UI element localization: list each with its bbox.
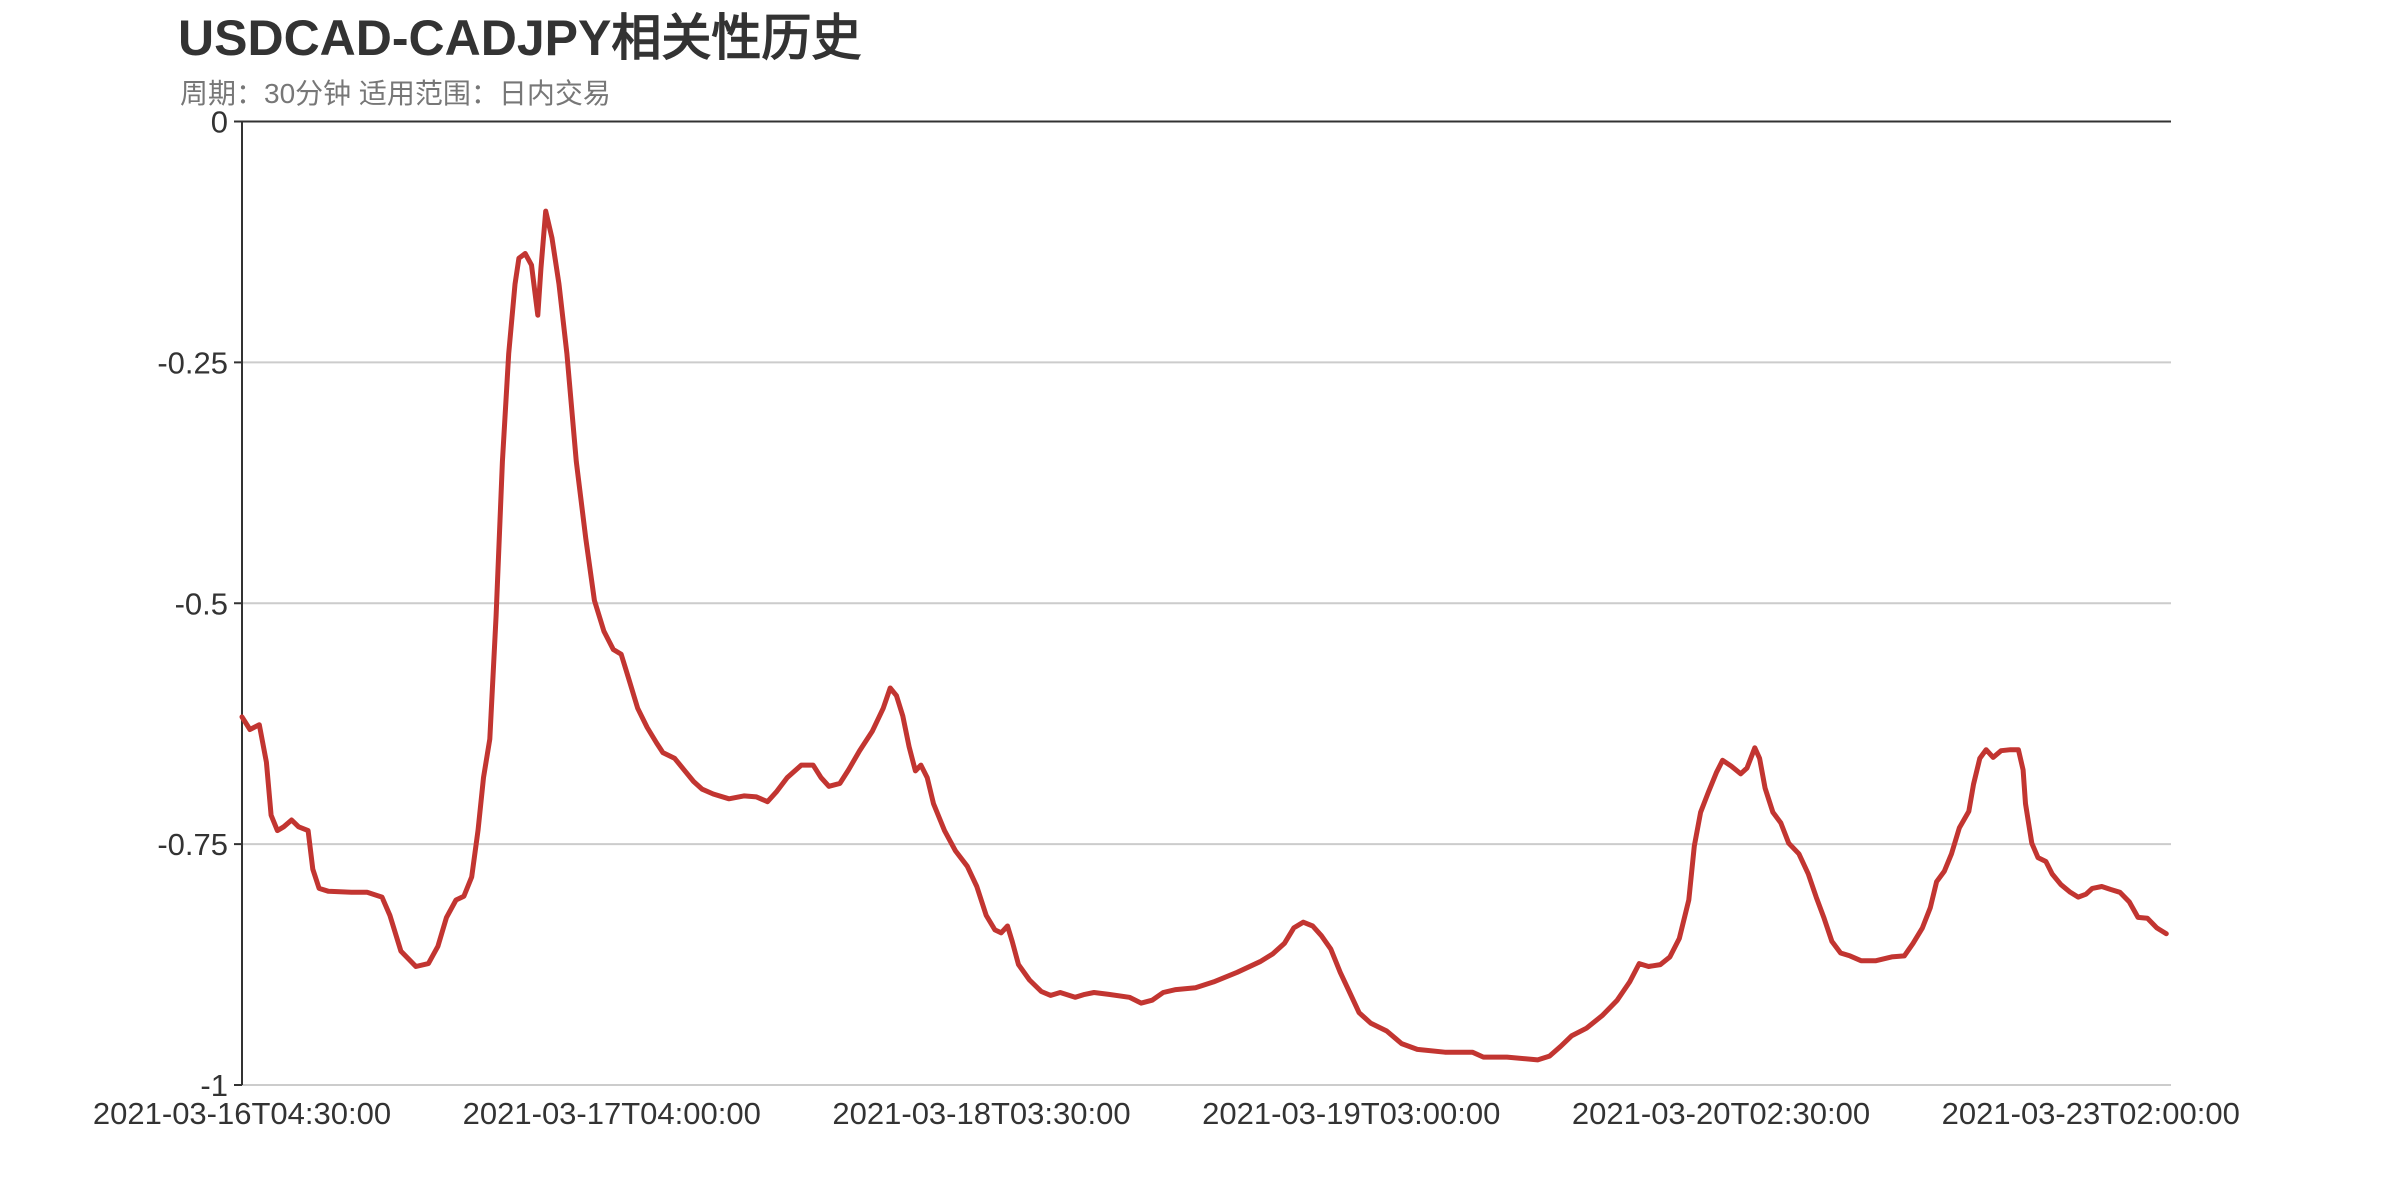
series-line xyxy=(239,208,2169,1063)
y-axis-ticks: 0 -0.25 -0.5 -0.75 -1 xyxy=(157,105,242,1103)
x-tick-label: 2021-03-16T04:30:00 xyxy=(93,1096,391,1131)
y-tick-label: 0 xyxy=(211,105,228,140)
y-tick-label: -0.75 xyxy=(157,827,228,862)
x-tick-label: 2021-03-17T04:00:00 xyxy=(463,1096,761,1131)
y-tick-label: -0.25 xyxy=(157,345,228,380)
x-tick-label: 2021-03-18T03:30:00 xyxy=(832,1096,1130,1131)
x-axis-ticks: 2021-03-16T04:30:00 2021-03-17T04:00:00 20… xyxy=(93,1096,2240,1131)
y-tick-label: -1 xyxy=(200,1068,228,1103)
series-layer xyxy=(239,208,2169,1063)
x-tick-label: 2021-03-23T02:00:00 xyxy=(1942,1096,2240,1131)
x-tick-label: 2021-03-19T03:00:00 xyxy=(1202,1096,1500,1131)
chart-subtitle: 周期：30分钟 适用范围：日内交易 xyxy=(180,78,611,109)
y-tick-label: -0.5 xyxy=(175,586,228,621)
grid-lines xyxy=(242,361,2171,846)
chart-title: USDCAD-CADJPY相关性历史 xyxy=(178,10,862,66)
x-tick-label: 2021-03-20T02:30:00 xyxy=(1572,1096,1870,1131)
